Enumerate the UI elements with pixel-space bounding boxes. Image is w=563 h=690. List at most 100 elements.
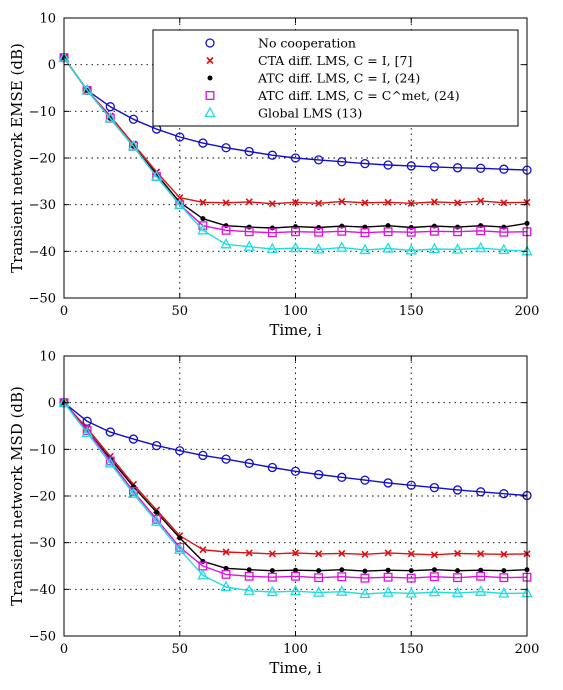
data-point-global: [382, 242, 394, 253]
data-point-atc_i: [200, 216, 206, 222]
data-point-no_coop: [221, 143, 231, 153]
data-point-global: [150, 515, 163, 526]
data-point-cta: [407, 199, 415, 207]
data-point-atc_met: [453, 227, 462, 237]
data-point-global: [104, 456, 116, 468]
data-point-global: [451, 243, 464, 254]
data-point-atc_i: [200, 558, 206, 564]
data-point-no_coop: [198, 138, 208, 148]
y-tick-label: −20: [29, 490, 56, 505]
data-point-no_coop: [429, 482, 440, 493]
data-point-atc_i: [385, 223, 391, 229]
data-point-atc_met: [337, 572, 347, 582]
data-point-atc_met: [291, 571, 300, 581]
data-point-atc_met: [314, 573, 324, 583]
y-tick-label: 10: [39, 12, 56, 27]
data-point-cta: [199, 198, 207, 206]
data-point-atc_met: [429, 226, 439, 236]
data-point-atc_i: [408, 568, 414, 574]
data-point-atc_i: [154, 509, 160, 515]
data-point-cta: [361, 550, 369, 558]
data-point-global: [475, 585, 487, 596]
data-point-atc_i: [339, 567, 345, 573]
data-point-cta: [245, 198, 253, 206]
x-tick-label: 100: [283, 642, 308, 657]
data-point-atc_i: [316, 225, 322, 231]
legend-label-atc_met: ATC diff. LMS, C = C^met, (24): [257, 88, 460, 103]
data-point-no_coop: [244, 146, 254, 157]
data-point-no_coop: [290, 153, 301, 163]
data-point-atc_i: [269, 225, 275, 231]
data-point-global: [197, 223, 209, 235]
data-point-no_coop: [313, 469, 324, 480]
data-point-no_coop: [151, 440, 162, 451]
legend-label-cta: CTA diff. LMS, C = I, [7]: [258, 53, 412, 68]
data-point-no_coop: [267, 462, 278, 473]
data-point-cta: [407, 550, 415, 558]
legend-marker-atc_i: [207, 75, 213, 81]
data-point-atc_met: [360, 228, 370, 238]
data-point-atc_i: [501, 568, 507, 574]
data-point-atc_i: [455, 224, 461, 230]
data-point-atc_met: [267, 572, 277, 582]
data-point-cta: [477, 197, 485, 205]
data-point-global: [428, 242, 441, 254]
data-point-global: [498, 243, 510, 255]
legend: No cooperation CTA diff. LMS, C = I, [7] A…: [152, 29, 519, 127]
data-point-no_coop: [337, 472, 347, 482]
data-point-global: [174, 198, 186, 209]
y-tick-label: −40: [29, 245, 56, 260]
y-axis-label: Transient network MSD (dB): [8, 386, 26, 606]
data-point-atc_i: [478, 567, 484, 573]
data-point-global: [197, 568, 209, 580]
data-point-atc_met: [337, 226, 347, 236]
data-point-no_coop: [244, 458, 254, 468]
data-point-no_coop: [198, 450, 208, 461]
data-point-atc_i: [408, 225, 414, 231]
y-tick-label: 10: [39, 350, 56, 365]
y-tick-label: −10: [29, 105, 56, 120]
data-point-no_coop: [360, 475, 370, 485]
data-point-global: [243, 240, 255, 251]
y-tick-label: −50: [29, 630, 56, 645]
data-point-global: [382, 586, 394, 597]
data-point-global: [81, 83, 93, 95]
data-point-global: [220, 580, 232, 592]
data-point-cta: [384, 198, 392, 206]
data-point-global: [289, 584, 302, 596]
data-point-cta: [315, 550, 323, 558]
x-axis-label: Time, i: [269, 321, 321, 339]
y-tick-label: 0: [48, 58, 56, 73]
x-tick-label: 50: [171, 304, 188, 319]
data-point-atc_met: [406, 573, 416, 583]
data-point-no_coop: [337, 157, 347, 167]
data-point-global: [266, 585, 279, 597]
legend-marker-global: [204, 106, 216, 118]
series-line-global: [63, 57, 528, 252]
x-axis-label: Time, i: [269, 659, 321, 677]
data-point-atc_i: [269, 568, 275, 574]
data-point-cta: [291, 549, 300, 557]
data-point-atc_i: [385, 567, 391, 573]
legend-label-global: Global LMS (13): [258, 106, 362, 121]
data-point-atc_met: [406, 227, 416, 237]
data-point-cta: [500, 550, 508, 558]
data-point-atc_met: [221, 569, 231, 579]
legend-label-atc_i: ATC diff. LMS, C = I, (24): [257, 71, 420, 86]
data-point-global: [428, 585, 441, 597]
data-point-no_coop: [499, 164, 509, 174]
data-point-no_coop: [452, 163, 463, 173]
data-point-no_coop: [82, 416, 92, 426]
x-tick-label: 200: [515, 304, 540, 319]
data-point-no_coop: [383, 478, 393, 488]
data-point-cta: [453, 549, 462, 557]
series-line-global: [63, 402, 528, 595]
data-point-no_coop: [290, 466, 301, 476]
data-point-cta: [268, 550, 276, 558]
legend-marker-no_coop: [205, 38, 215, 48]
x-tick-label: 200: [515, 642, 540, 657]
data-point-cta: [268, 200, 276, 208]
data-point-atc_i: [177, 535, 183, 541]
data-point-global: [312, 243, 325, 254]
